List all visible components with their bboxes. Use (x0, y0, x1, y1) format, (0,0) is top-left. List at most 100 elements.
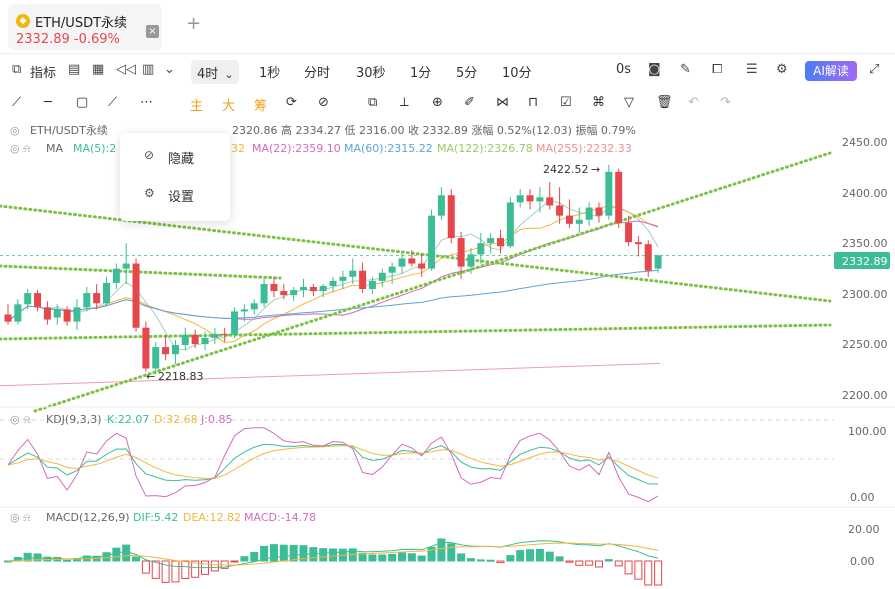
marker-icon[interactable]: ✐ (464, 95, 475, 110)
ruler-icon[interactable]: ⟂ (400, 95, 409, 110)
interval-10m[interactable]: 10分 (502, 66, 532, 81)
macd-tick: 0.00 (850, 555, 875, 568)
macd-bar (112, 547, 121, 562)
macd-bar (407, 553, 416, 562)
pencil-icon[interactable]: ✎ (680, 62, 691, 77)
kdj-line (7, 445, 659, 479)
price-tick: 2200.00 (842, 389, 888, 402)
tag-icon[interactable]: ⌘ (592, 95, 605, 110)
current-price-label: 2332.89 (842, 255, 888, 268)
menu-item-hide[interactable]: ⊘ 隐藏 (144, 148, 195, 167)
candle-body (378, 272, 386, 281)
edit-doc-icon[interactable]: ☑ (560, 95, 572, 110)
macd-eye-icon[interactable]: ◎ ⍾ (10, 511, 30, 524)
interval-5m[interactable]: 5分 (456, 66, 478, 81)
candle-body (309, 286, 317, 292)
macd-bar (644, 560, 653, 586)
candle-body (201, 337, 209, 345)
timeframe-select[interactable]: 4时 ⌄ (191, 60, 239, 84)
horizontal-line-icon[interactable]: ─ (44, 95, 52, 110)
close-icon[interactable]: × (146, 25, 159, 38)
gear-icon[interactable]: ⚙ (776, 62, 788, 77)
chips-button[interactable]: 筹 (254, 99, 268, 114)
more-icon[interactable]: ⋯ (140, 95, 153, 110)
zoom-in-icon[interactable]: ⊕ (432, 95, 443, 110)
redo-icon[interactable]: ↷ (720, 95, 731, 110)
candle-body (270, 283, 278, 292)
chart-type-icon[interactable]: ▥ (142, 62, 155, 77)
draw-off-icon[interactable]: ⊘ (318, 95, 329, 110)
undo-icon[interactable]: ↶ (688, 95, 699, 110)
macd-bar (141, 560, 150, 574)
macd-bar (555, 556, 564, 562)
legend-ma-label: MA (46, 142, 63, 155)
macd-bar (506, 555, 515, 562)
external-window-icon[interactable]: ⧠ (712, 62, 723, 77)
magnet-icon[interactable]: ⋈ (496, 95, 509, 110)
candle-body (398, 258, 406, 267)
camera-icon[interactable]: ◙ (648, 62, 661, 77)
macd-value: MACD:-14.78 (244, 511, 316, 524)
refresh-icon[interactable]: ⟳ (286, 95, 297, 110)
eye-icon[interactable]: ◎ (10, 124, 20, 137)
candle-body (152, 347, 160, 369)
macd-bar (496, 560, 505, 564)
candle-body (428, 215, 436, 269)
price-axis: 2450.00 2400.00 2350.00 2300.00 2250.00 … (842, 136, 888, 402)
candle-body (181, 334, 189, 346)
macd-bar (72, 558, 81, 562)
macd-bar (181, 560, 190, 580)
ma255-line (0, 362, 661, 387)
menu-item-settings[interactable]: ⚙ 设置 (144, 186, 195, 205)
tab-eth-usdt[interactable]: ◆ ETH/USDT永续 2332.89 -0.69% × (8, 4, 162, 50)
big-order-button[interactable]: 大 (222, 99, 236, 114)
expand-icon[interactable]: ⤢ (869, 62, 880, 77)
candle-body (240, 309, 248, 312)
add-tab-icon[interactable]: + (186, 13, 202, 34)
brush-icon[interactable]: ⟋ (108, 95, 118, 110)
macd-bar (427, 546, 436, 562)
low-annotation: 2218.83 (158, 370, 204, 383)
macd-bar (486, 559, 495, 562)
replay-icon[interactable]: ◁◁ (116, 62, 136, 77)
interval-1s[interactable]: 1秒 (259, 66, 281, 81)
candle-body (487, 238, 495, 244)
macd-bar (614, 560, 623, 567)
ma-eye-icon[interactable]: ◎ ⍾ (10, 142, 30, 155)
eye-off-icon: ⊘ (144, 148, 155, 162)
macd-bar (585, 560, 594, 566)
tab-symbol: ETH/USDT永续 (35, 16, 128, 31)
template-icon[interactable]: ▤ (68, 62, 81, 77)
macd-bar (23, 552, 32, 562)
trendline (33, 151, 832, 413)
legend-ma60: MA(60):2315.22 (344, 142, 433, 155)
interval-30s[interactable]: 30秒 (356, 66, 386, 81)
kdj-eye-icon[interactable]: ◎ ⍾ (10, 413, 30, 426)
interval-1m[interactable]: 1分 (410, 66, 432, 81)
candle-body (122, 263, 130, 269)
kdj-lines (7, 427, 659, 503)
main-chart-button[interactable]: 主 (190, 99, 204, 114)
rectangle-icon[interactable]: ▢ (76, 95, 89, 110)
high-arrow-icon: → (591, 163, 600, 176)
chevron-down-icon[interactable]: ⌄ (164, 62, 175, 77)
filter-icon[interactable]: ▽ (624, 95, 634, 110)
copy-icon[interactable]: ⧉ (368, 95, 378, 110)
price-chart[interactable]: ◎ ETH/USDT永续 2320.86 高 2334.27 低 2316.00… (0, 118, 895, 589)
lock-icon[interactable]: ⊓ (528, 95, 539, 110)
candle-body (536, 197, 544, 202)
trash-icon[interactable]: 🗑 (656, 95, 673, 110)
tab-price-change: 2332.89 -0.69% (16, 32, 120, 47)
candle-body (477, 243, 485, 255)
candle-body (112, 268, 120, 283)
layout-icon[interactable]: ▦ (92, 62, 105, 77)
indicator-icon[interactable]: ⧉ (12, 62, 22, 77)
trendline-icon[interactable]: ⟋ (12, 95, 22, 110)
indicators-button[interactable]: 指标 (30, 66, 57, 81)
price-tick: 2400.00 (842, 187, 888, 200)
ai-analysis-button[interactable]: AI解读 (805, 61, 857, 81)
macd-dea: DEA:12.82 (183, 511, 241, 524)
interval-timeline[interactable]: 分时 (304, 66, 331, 81)
settings-icon: ⚙ (144, 186, 155, 200)
list-icon[interactable]: ☰ (746, 62, 758, 77)
